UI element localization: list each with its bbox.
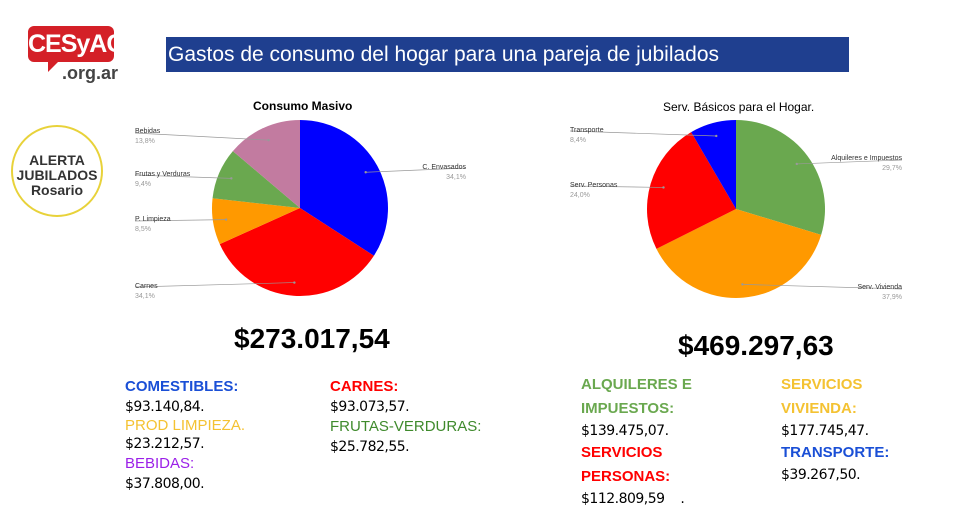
slice-label: Frutas y Verduras 9,4% [135, 170, 190, 190]
label-alquileres: ALQUILERES E IMPUESTOS: [581, 376, 692, 417]
leader-dot [741, 283, 744, 286]
slice-label-name: C. Envasados [422, 164, 466, 171]
slice-label: Serv. Personas 24,0% [570, 181, 617, 201]
slice-label: Bebidas 13,8% [135, 127, 160, 147]
badge-line-3: Rosario [30, 181, 84, 198]
slice-label: C. Envasados 34,1% [422, 163, 466, 183]
slice-label-percent: 8,5% [135, 226, 151, 233]
leader-dot [795, 162, 798, 166]
total-consumo: $273.017,54 [234, 323, 390, 354]
slice-label-name: Frutas y Verduras [135, 171, 191, 178]
slice-label-percent: 29,7% [882, 165, 902, 172]
pie-slice-p-limpieza [212, 198, 300, 245]
leader-dot [224, 218, 228, 221]
leader-dot [715, 134, 718, 138]
slice-label-name: Serv. Vivienda [857, 284, 903, 291]
value-comestibles: $93.140,84. [125, 399, 205, 415]
leader-line [134, 219, 227, 222]
total-servicios: $469.297,63 [678, 330, 834, 361]
slice-label: Alquileres e Impuestos 29,7% [831, 154, 902, 174]
chart-title-consumo: Consumo Masivo [253, 99, 353, 113]
label-comestibles: COMESTIBLES: [125, 378, 239, 395]
badge-line-1: ALERTA [29, 151, 85, 168]
chart-title-servicios: Serv. Básicos para el Hogar. [663, 100, 815, 114]
leader-line [796, 159, 903, 165]
label-carnes: CARNES: [330, 378, 399, 395]
leader-line [365, 167, 467, 173]
pie-slice-serv-vivienda [656, 209, 822, 299]
leader-dot [662, 186, 665, 189]
label-frutas-verduras: FRUTAS-VERDURAS: [330, 418, 482, 435]
slice-label-name: Alquileres e Impuestos [831, 155, 902, 162]
logo-speech-tail [48, 60, 60, 72]
slice-label: P. Limpieza 8,5% [135, 215, 171, 235]
slice-label-percent: 13,8% [135, 138, 155, 145]
slice-label-percent: 34,1% [135, 293, 155, 300]
value-bebidas: $37.808,00. [125, 476, 205, 492]
value-prod-limpieza: $23.212,57. [125, 436, 205, 452]
slice-label-percent: 34,1% [446, 174, 466, 181]
pie-slice-transporte [691, 120, 736, 209]
pie-slice-c-envasados [300, 120, 389, 256]
value-servicios-vivienda: $177.745,47. [781, 423, 869, 439]
leader-dot [230, 177, 233, 180]
value-frutas-verduras: $25.782,55. [330, 439, 410, 455]
cesyac-logo: CESyAC [28, 26, 124, 62]
page-title: Gastos de consumo del hogar para una par… [166, 37, 849, 72]
logo-domain: .org.ar [62, 63, 119, 83]
leader-line [134, 282, 295, 288]
pie-slice-serv-personas [647, 132, 736, 249]
slice-label-name: Carnes [135, 283, 158, 290]
label-bebidas: BEBIDAS: [125, 455, 195, 472]
slice-label: Carnes 34,1% [135, 282, 158, 302]
slice-label: Transporte 8,4% [570, 126, 604, 146]
slice-label-percent: 24,0% [570, 192, 590, 199]
slice-label-name: Serv. Personas [570, 182, 618, 189]
leader-line [569, 130, 717, 137]
label-servicios-personas: SERVICIOS PERSONAS: [581, 444, 671, 485]
leader-dot [293, 281, 296, 284]
value-alquileres: $139.475,07. [581, 423, 669, 439]
slice-label-percent: 8,4% [570, 137, 586, 144]
leader-dot [364, 171, 367, 174]
leader-dot [267, 138, 270, 142]
leader-line [134, 132, 269, 141]
pie-slice-carnes [219, 208, 374, 297]
pie-slice-frutas-y-verduras [212, 151, 300, 208]
badge-line-2: JUBILADOS [16, 166, 98, 183]
leader-line [742, 284, 903, 290]
slice-label-name: Bebidas [135, 128, 161, 135]
slice-label-percent: 37,9% [882, 294, 902, 301]
value-transporte: $39.267,50. [781, 467, 861, 483]
slice-label-name: Transporte [570, 127, 604, 134]
slice-label-percent: 9,4% [135, 181, 151, 188]
slice-label-name: P. Limpieza [135, 216, 171, 223]
pie-slice-alquileres-e-impuestos [736, 120, 825, 235]
label-transporte: TRANSPORTE: [781, 444, 890, 461]
pie-slice-bebidas [232, 120, 300, 208]
leader-line [569, 185, 664, 188]
slice-label: Serv. Vivienda 37,9% [858, 283, 903, 303]
label-prod-limpieza: PROD LIMPIEZA. [125, 417, 246, 434]
alerta-jubilados-badge: ALERTA JUBILADOS Rosario [11, 125, 103, 217]
value-carnes: $93.073,57. [330, 399, 410, 415]
leader-line [134, 174, 232, 179]
value-servicios-personas: $112.809,59 . [581, 491, 685, 507]
label-servicios-vivienda: SERVICIOS VIVIENDA: [781, 376, 863, 417]
